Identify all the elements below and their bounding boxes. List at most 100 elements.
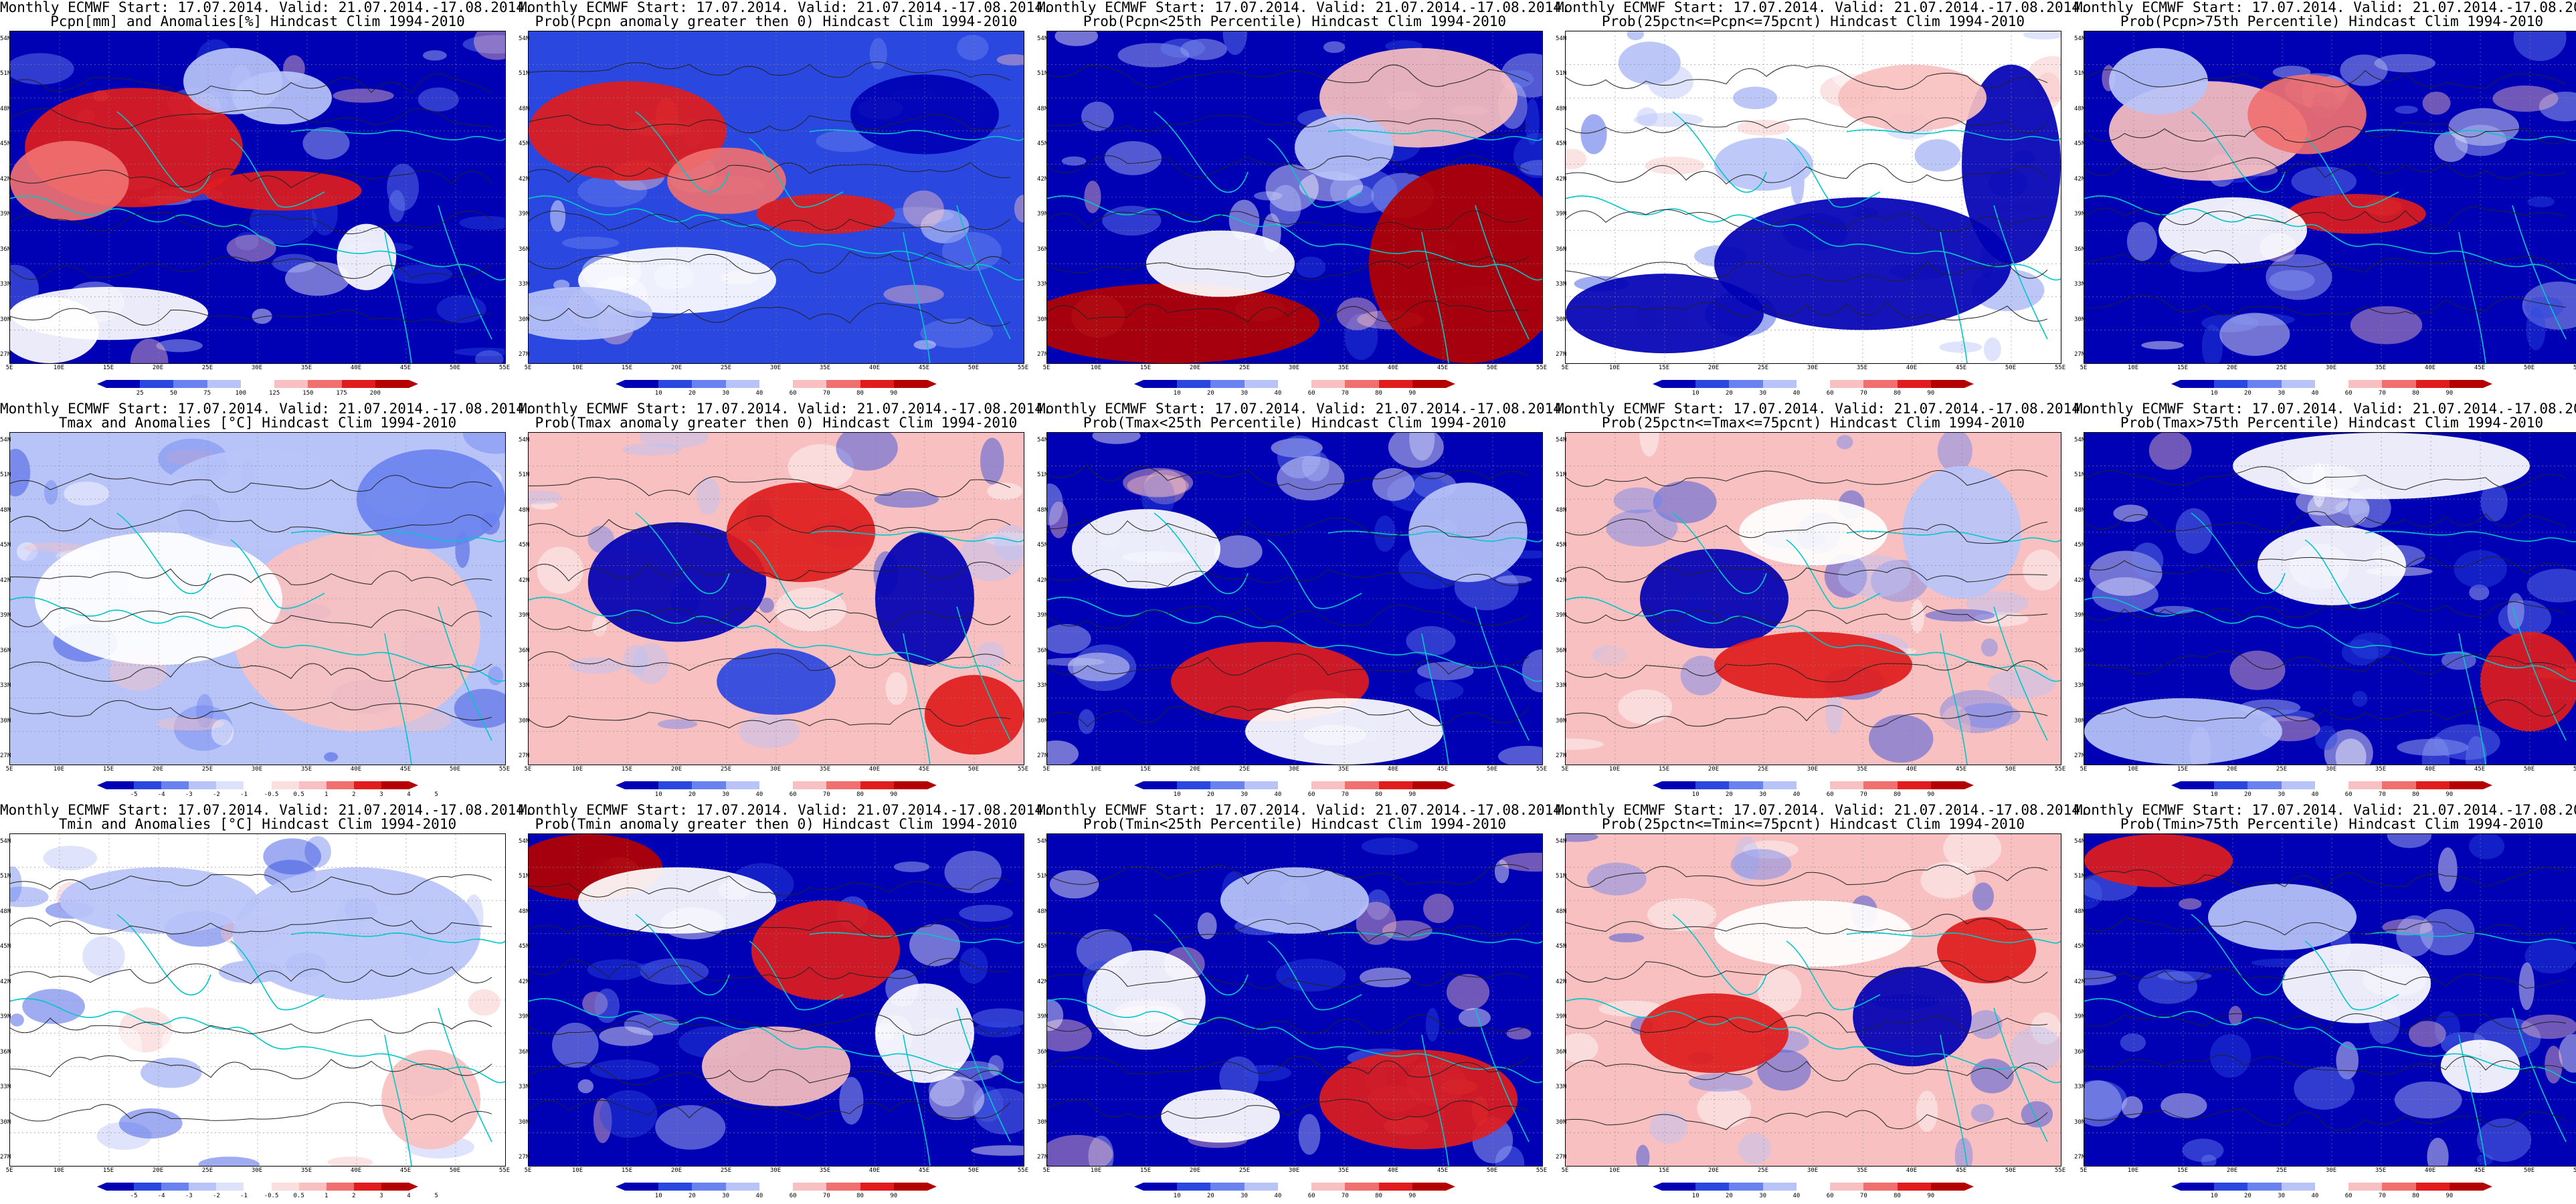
colorbar-tick-label: 0.5 bbox=[293, 1193, 304, 1199]
colorbar-arrow-right bbox=[1445, 781, 1455, 789]
colorbar bbox=[2171, 380, 2492, 388]
longitude-label: 25E bbox=[201, 766, 213, 773]
colorbar-arrow-left bbox=[1653, 380, 1662, 388]
colorbar-tick-label: 1 bbox=[325, 791, 329, 798]
map-field bbox=[1565, 833, 2061, 1167]
colorbar-tick-label: 5 bbox=[434, 791, 438, 798]
colorbar-tick-label: 20 bbox=[1726, 791, 1733, 798]
latitude-label: 36N bbox=[0, 1048, 11, 1056]
colorbar-segment bbox=[106, 380, 141, 388]
colorbar-segment bbox=[2382, 781, 2416, 789]
colorbar-segment bbox=[893, 1183, 927, 1191]
colorbar-tick-label: -3 bbox=[185, 1193, 193, 1199]
colorbar-segment bbox=[2382, 1183, 2416, 1191]
panel-title-line2: Prob(Pcpn anomaly greater then 0) Hindca… bbox=[535, 13, 1018, 29]
longitude-label: 55E bbox=[1017, 365, 1029, 371]
latitude-label: 45N bbox=[519, 140, 530, 148]
latitude-label: 36N bbox=[1037, 647, 1048, 654]
longitude-label: 45E bbox=[918, 1167, 930, 1174]
map-field bbox=[1046, 833, 1543, 1167]
colorbar-segment bbox=[625, 781, 659, 789]
latitude-label: 45N bbox=[1556, 542, 1567, 549]
longitude-label: 45E bbox=[918, 766, 930, 773]
longitude-label: 35E bbox=[2375, 365, 2387, 371]
colorbar-segment bbox=[353, 781, 381, 789]
latitude-label: 45N bbox=[519, 542, 530, 549]
colorbar-tick-label: 80 bbox=[1894, 791, 1901, 798]
map-panel: Monthly ECMWF Start: 17.07.2014. Valid: … bbox=[1037, 0, 1570, 401]
latitude-label: 27N bbox=[2074, 1154, 2086, 1161]
colorbar-tick-label: 30 bbox=[1759, 791, 1767, 798]
latitude-label: 54N bbox=[1556, 35, 1567, 42]
longitude-label: 55E bbox=[1536, 365, 1548, 371]
panel-title-line1: Monthly ECMWF Start: 17.07.2014. Valid: … bbox=[2074, 802, 2576, 818]
latitude-label: 45N bbox=[519, 943, 530, 950]
colorbar-segment bbox=[2281, 1183, 2315, 1191]
latitude-label: 39N bbox=[519, 211, 530, 218]
colorbar-segment bbox=[2181, 380, 2215, 388]
longitude-label: 30E bbox=[1288, 365, 1300, 371]
longitude-label: 40E bbox=[1387, 1167, 1399, 1174]
latitude-label: 48N bbox=[0, 105, 11, 112]
latitude-label: 27N bbox=[519, 351, 530, 358]
colorbar-segment bbox=[1729, 781, 1763, 789]
colorbar-arrow-right bbox=[1445, 1183, 1455, 1191]
longitude-label: 40E bbox=[1906, 1167, 1918, 1174]
longitude-label: 40E bbox=[350, 1167, 362, 1174]
map-panel: Monthly ECMWF Start: 17.07.2014. Valid: … bbox=[0, 0, 533, 401]
colorbar-segment bbox=[1729, 380, 1763, 388]
colorbar-segment bbox=[826, 1183, 860, 1191]
colorbar-segment bbox=[2349, 781, 2383, 789]
colorbar-tick-label: 60 bbox=[1307, 390, 1315, 397]
colorbar-segment bbox=[1762, 781, 1797, 789]
longitude-label: 5E bbox=[524, 1167, 532, 1174]
colorbar-tick-label: 60 bbox=[2344, 1193, 2353, 1199]
colorbar-tick-label: 40 bbox=[755, 1193, 763, 1199]
panel-title-line1: Monthly ECMWF Start: 17.07.2014. Valid: … bbox=[1037, 802, 1570, 818]
colorbar-arrow-left bbox=[97, 781, 106, 789]
panel-title-line1: Monthly ECMWF Start: 17.07.2014. Valid: … bbox=[1556, 802, 2089, 818]
longitude-label: 50E bbox=[968, 1167, 980, 1174]
longitude-label: 15E bbox=[1658, 1167, 1670, 1174]
colorbar-segment bbox=[189, 781, 217, 789]
latitude-label: 48N bbox=[2074, 506, 2086, 514]
longitude-label: 10E bbox=[2127, 766, 2139, 773]
colorbar-tick-label: 10 bbox=[654, 1193, 662, 1199]
latitude-label: 54N bbox=[1556, 838, 1567, 845]
latitude-label: 48N bbox=[519, 506, 530, 514]
colorbar-arrow-right bbox=[1964, 1183, 1974, 1191]
colorbar-segment bbox=[1277, 1183, 1312, 1191]
longitude-label: 10E bbox=[53, 1167, 65, 1174]
latitude-label: 33N bbox=[1037, 281, 1048, 288]
colorbar-tick-label: 3 bbox=[379, 791, 383, 798]
colorbar-segment bbox=[161, 1183, 189, 1191]
latitude-label: 42N bbox=[1037, 978, 1048, 985]
longitude-label: 35E bbox=[1856, 766, 1868, 773]
panel-title-line1: Monthly ECMWF Start: 17.07.2014. Valid: … bbox=[0, 401, 533, 417]
longitude-label: 35E bbox=[819, 766, 831, 773]
latitude-label: 36N bbox=[2074, 647, 2086, 654]
colorbar-tick-label: 10 bbox=[1173, 390, 1181, 397]
colorbar-arrow-right bbox=[409, 1183, 419, 1191]
colorbar-segment bbox=[298, 1183, 327, 1191]
colorbar-segment bbox=[2181, 781, 2215, 789]
panel-title-line1: Monthly ECMWF Start: 17.07.2014. Valid: … bbox=[519, 401, 1052, 417]
latitude-label: 54N bbox=[2074, 437, 2086, 443]
colorbar-tick-label: 60 bbox=[1826, 1193, 1834, 1199]
colorbar-tick-label: 30 bbox=[2278, 791, 2286, 798]
colorbar-segment bbox=[326, 1183, 354, 1191]
longitude-label: 20E bbox=[1189, 766, 1201, 773]
colorbar-segment bbox=[1662, 380, 1696, 388]
colorbar-segment bbox=[1662, 781, 1696, 789]
colorbar-segment bbox=[2214, 1183, 2248, 1191]
colorbar bbox=[97, 1183, 419, 1191]
latitude-label: 45N bbox=[2074, 542, 2086, 549]
longitude-label: 5E bbox=[1561, 365, 1569, 371]
colorbar-segment bbox=[2281, 380, 2315, 388]
longitude-label: 30E bbox=[2325, 766, 2337, 773]
colorbar-segment bbox=[1796, 380, 1831, 388]
longitude-label: 10E bbox=[1608, 766, 1621, 773]
colorbar-tick-label: 20 bbox=[1207, 791, 1214, 798]
colorbar-segment bbox=[274, 380, 308, 388]
longitude-label: 45E bbox=[1437, 365, 1449, 371]
